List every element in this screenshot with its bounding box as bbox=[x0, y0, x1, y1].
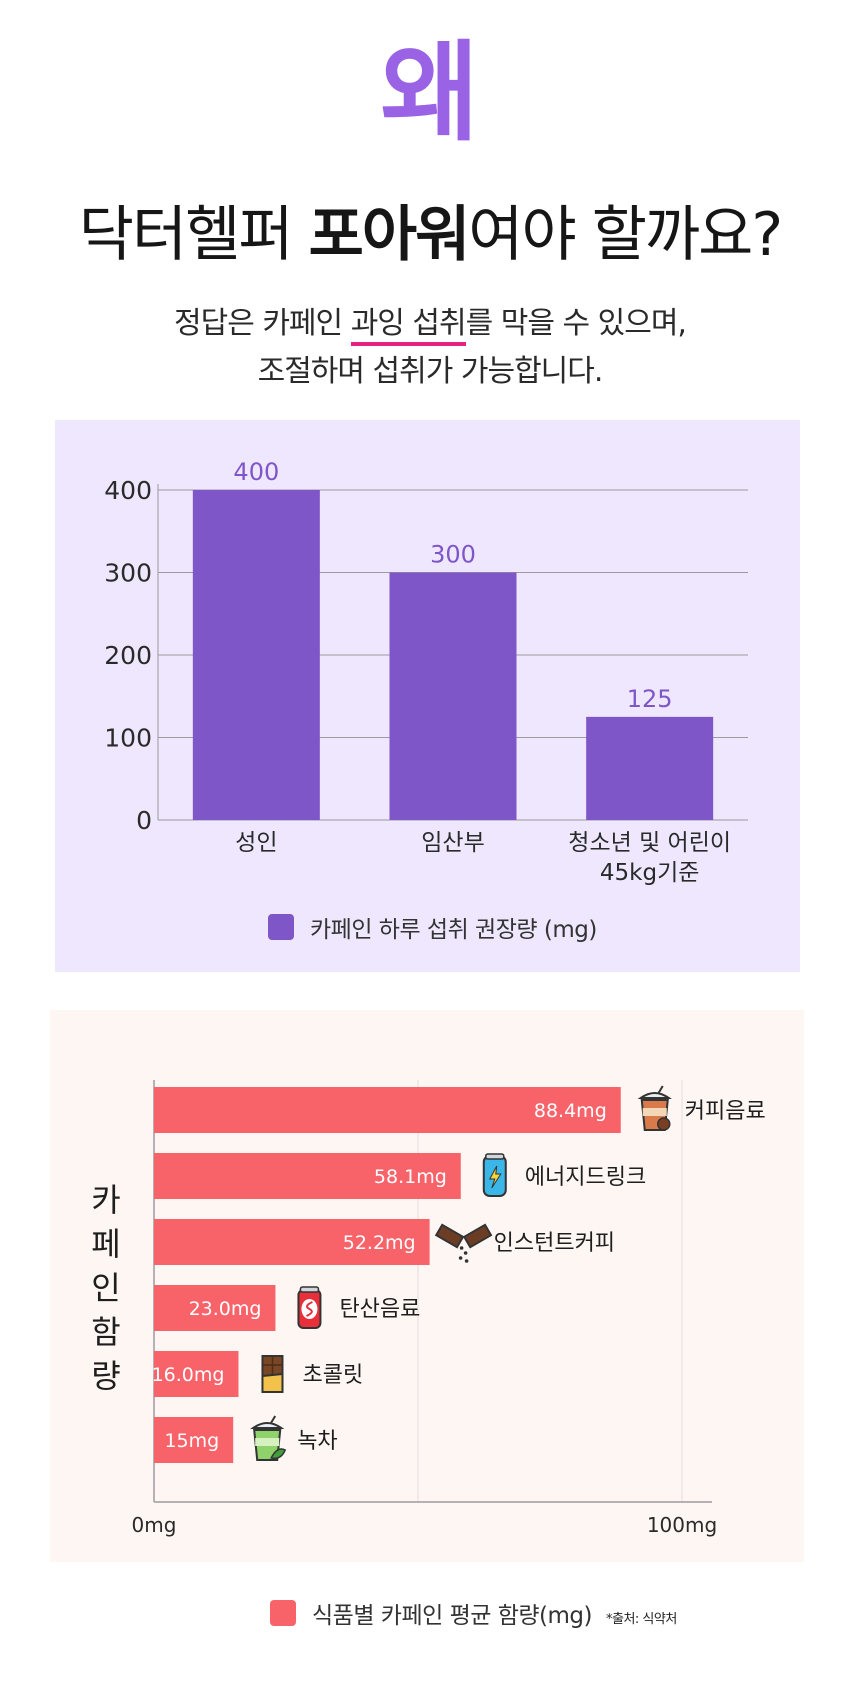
legend-swatch bbox=[268, 914, 294, 940]
page-subtitle: 정답은 카페인 과잉 섭취를 막을 수 있으며, 조절하며 섭취가 가능합니다. bbox=[0, 300, 860, 396]
x-tick-label: 성인 bbox=[235, 830, 277, 856]
instant-coffee-stick-icon bbox=[434, 1223, 493, 1263]
data-label: 16.0mg bbox=[152, 1364, 225, 1386]
hero-word: 왜 bbox=[380, 31, 480, 156]
category-label: 에너지드링크 bbox=[525, 1165, 646, 1190]
headline-post: 여야 할까요? bbox=[468, 200, 783, 270]
data-label: 15mg bbox=[164, 1430, 219, 1452]
data-label: 23.0mg bbox=[189, 1298, 262, 1320]
data-label: 52.2mg bbox=[343, 1232, 416, 1254]
subtitle-pre: 정답은 카페인 bbox=[174, 306, 351, 341]
x-tick-label: 45kg기준 bbox=[600, 860, 700, 886]
bar bbox=[389, 572, 517, 820]
category-label: 탄산음료 bbox=[339, 1297, 420, 1322]
data-label: 58.1mg bbox=[374, 1166, 447, 1188]
data-label: 300 bbox=[430, 541, 476, 569]
bar bbox=[154, 1087, 621, 1133]
category-label: 인스턴트커피 bbox=[494, 1231, 615, 1256]
content-chart-legend: 식품별 카페인 평균 함량(mg) *출처: 식약처 bbox=[270, 1596, 677, 1630]
energy-drink-can-icon bbox=[482, 1153, 507, 1197]
bar bbox=[192, 490, 320, 820]
page-title: 닥터헬퍼 포아워여야 할까요? bbox=[0, 200, 860, 270]
content-bar-chart: 0mg 100mg 88.4mg 커피음료 58.1mg 에너지드링크 52.2mg 인스턴트… bbox=[132, 1080, 766, 1537]
x-tick-label: 100mg bbox=[647, 1513, 717, 1537]
x-tick-label: 0mg bbox=[132, 1513, 177, 1537]
x-tick-label: 임산부 bbox=[421, 830, 484, 856]
y-tick-label: 400 bbox=[104, 476, 152, 505]
y-tick-label: 200 bbox=[104, 641, 152, 670]
data-label: 88.4mg bbox=[534, 1100, 607, 1122]
coffee-cup-icon bbox=[637, 1085, 672, 1131]
subtitle-post: 를 막을 수 있으며, bbox=[465, 306, 687, 341]
intake-chart-legend: 카페인 하루 섭취 권장량 (mg) bbox=[268, 910, 597, 944]
chocolate-bar-icon bbox=[261, 1355, 284, 1393]
green-tea-cup-icon bbox=[250, 1415, 287, 1461]
subtitle-line-2: 조절하며 섭취가 가능합니다. bbox=[257, 354, 604, 389]
bar bbox=[586, 716, 714, 820]
bar bbox=[154, 1219, 430, 1265]
content-chart-ylabel: 카페인함량 bbox=[91, 1181, 121, 1395]
data-label: 400 bbox=[233, 458, 279, 486]
bar bbox=[154, 1153, 461, 1199]
bar bbox=[154, 1417, 234, 1463]
subtitle-line-1: 정답은 카페인 과잉 섭취를 막을 수 있으며, bbox=[0, 300, 860, 348]
source-note: *출처: 식약처 bbox=[605, 1611, 677, 1627]
legend-label: 카페인 하루 섭취 권장량 (mg) bbox=[310, 917, 597, 943]
legend-swatch bbox=[270, 1600, 296, 1626]
y-tick-label: 0 bbox=[136, 806, 152, 835]
intake-bar-chart: 0 100 200 300 400 400 성인 300 임산부 125 청소년 및 어린이 45kg… bbox=[104, 458, 748, 886]
category-label: 초콜릿 bbox=[302, 1363, 363, 1388]
y-tick-label: 300 bbox=[104, 559, 152, 588]
bar bbox=[154, 1351, 239, 1397]
headline-pre: 닥터헬퍼 bbox=[78, 200, 309, 270]
data-label: 125 bbox=[627, 685, 673, 713]
headline-brand: 포아워 bbox=[308, 200, 471, 270]
x-tick-label: 청소년 및 어린이 bbox=[568, 830, 731, 856]
category-label: 녹차 bbox=[297, 1429, 337, 1454]
soda-can-icon bbox=[297, 1286, 322, 1329]
subtitle-emphasis: 과잉 섭취 bbox=[350, 306, 467, 346]
legend-label: 식품별 카페인 평균 함량(mg) bbox=[312, 1603, 592, 1629]
y-tick-label: 100 bbox=[104, 724, 152, 753]
category-label: 커피음료 bbox=[685, 1099, 766, 1124]
bar bbox=[154, 1285, 276, 1331]
